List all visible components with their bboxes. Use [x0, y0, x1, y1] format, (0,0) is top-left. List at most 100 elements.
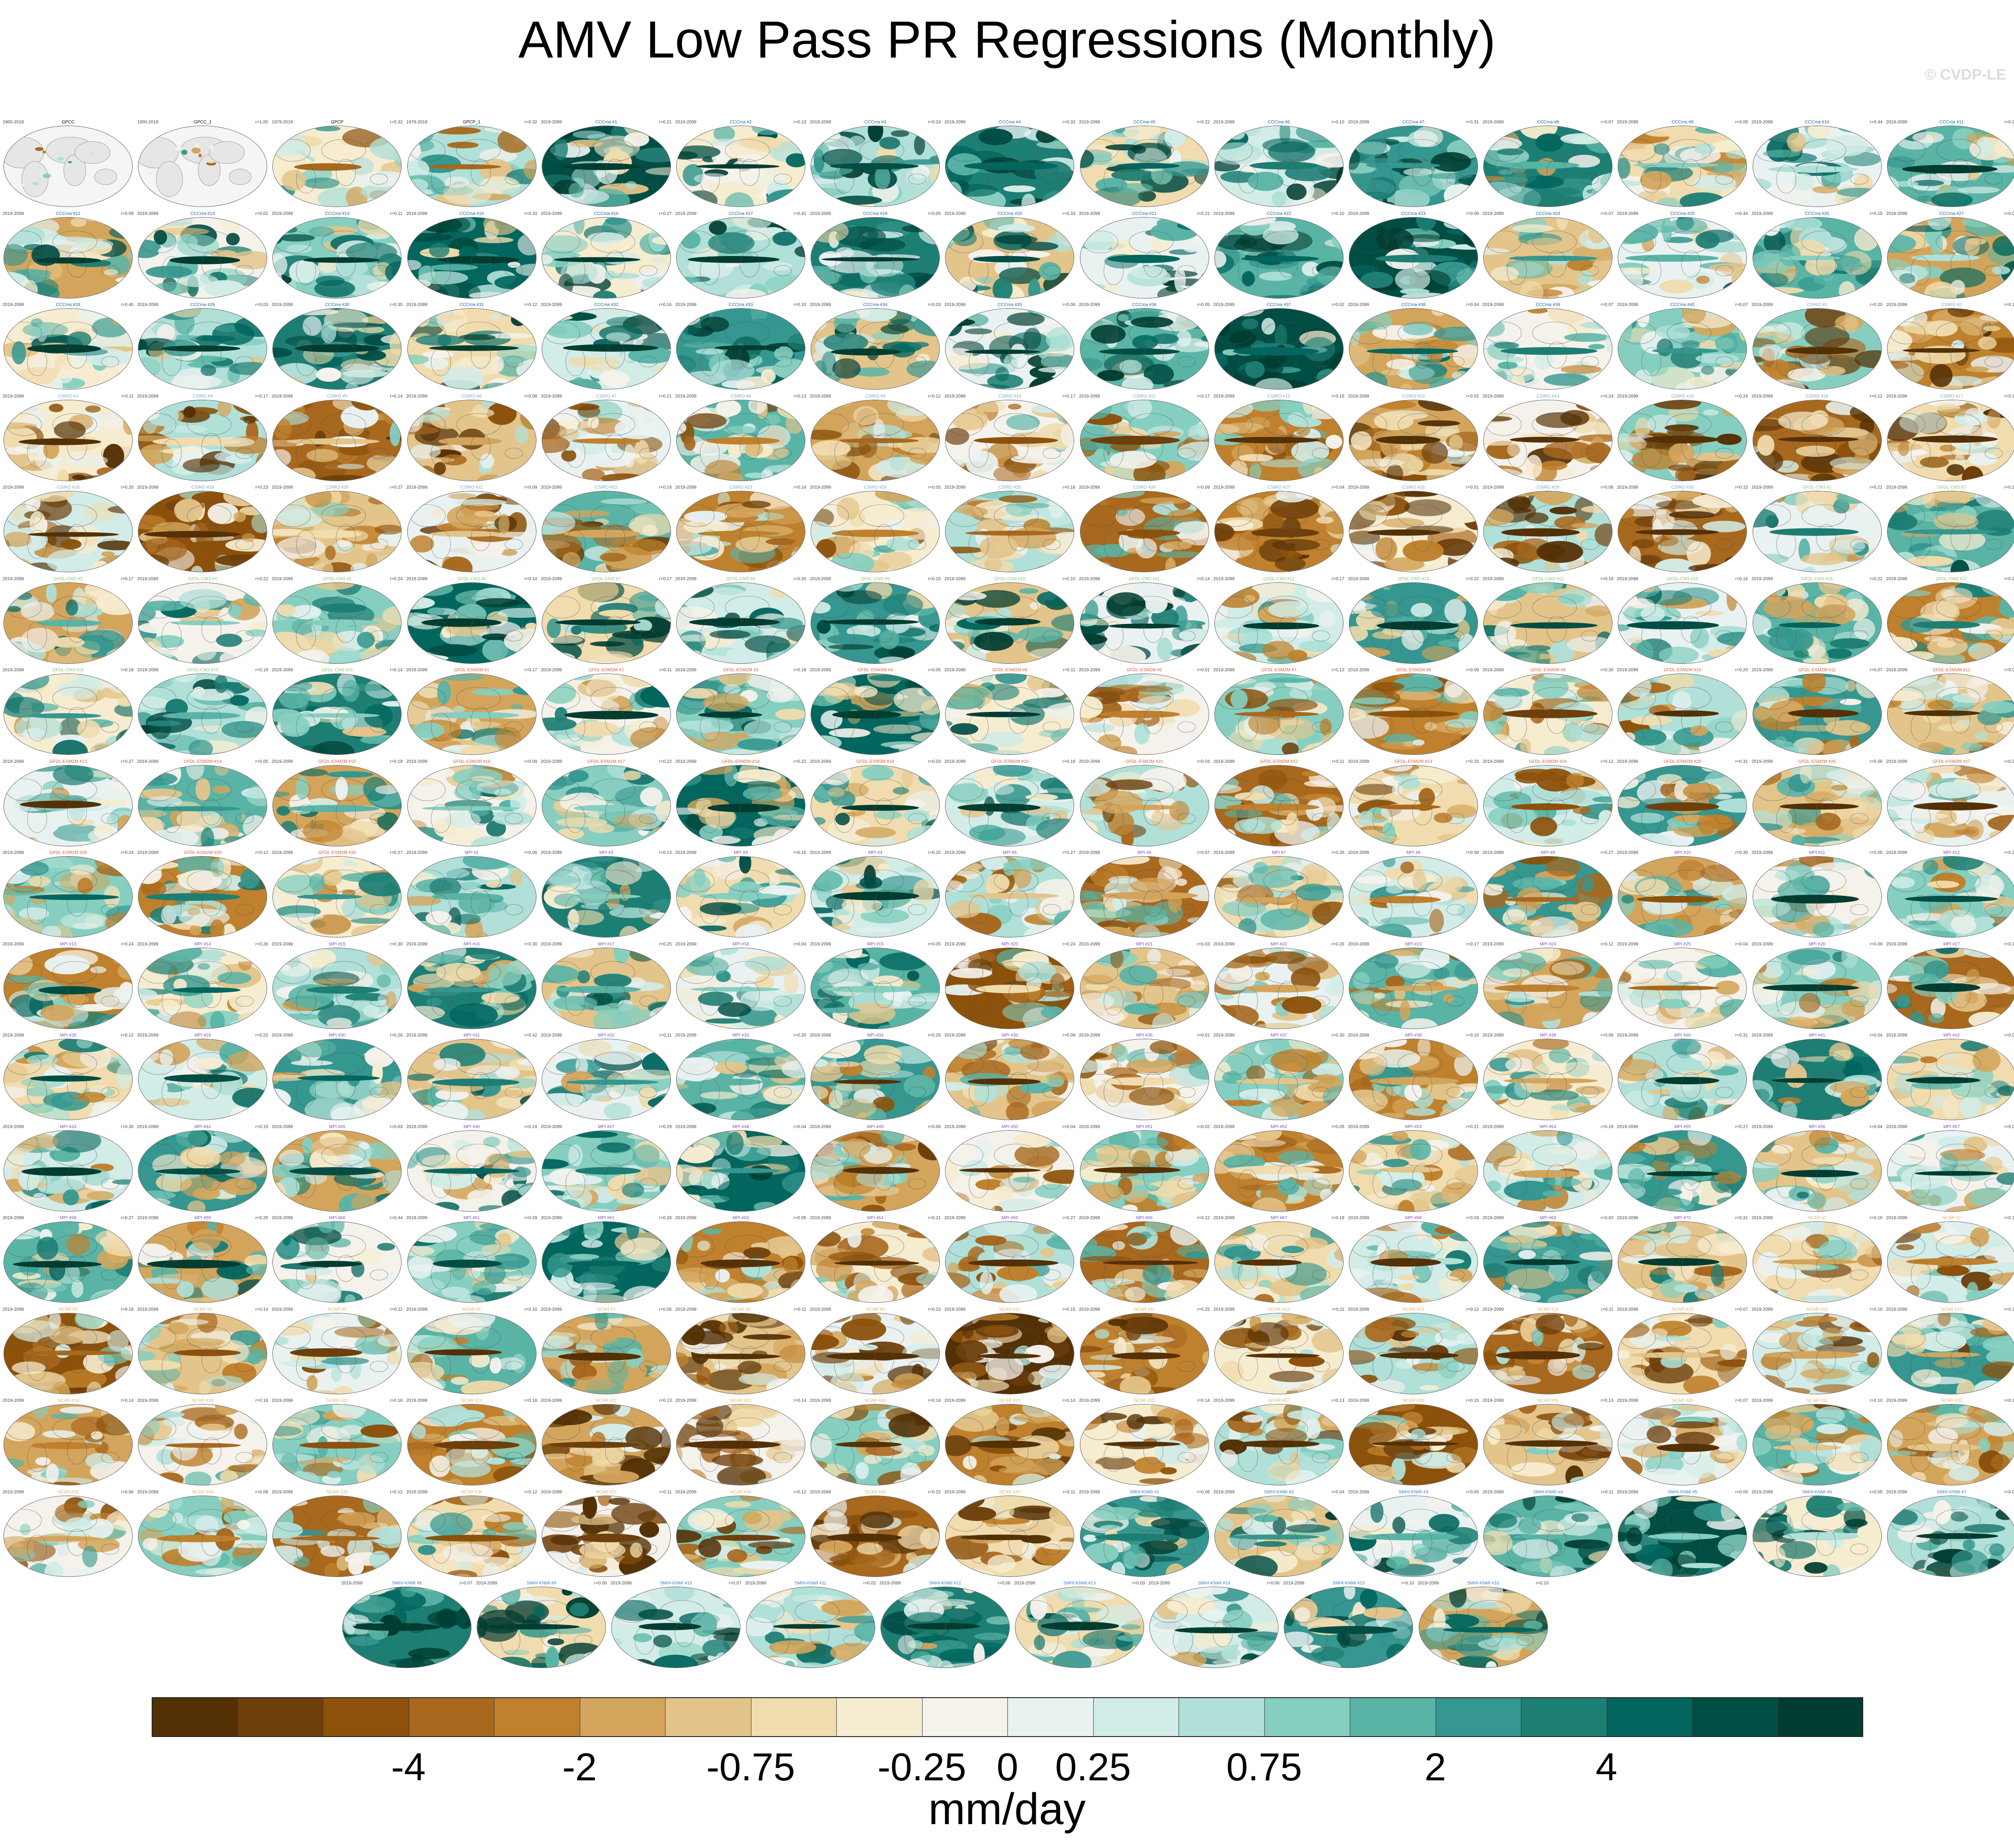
- field-patch: [1217, 658, 1237, 664]
- map-panel-field: [542, 582, 671, 664]
- map-panel-field: [407, 673, 536, 755]
- regression-field-svg: [677, 674, 805, 755]
- field-patch: [727, 648, 751, 659]
- field-patch: [1215, 309, 1245, 316]
- map-panel-field: [1214, 308, 1344, 390]
- field-patch: [1903, 651, 1934, 660]
- field-patch: [1567, 636, 1612, 653]
- map-panel-header: 2019-2099 CCCma #12 r=0.09: [2, 211, 134, 217]
- map-panel: 2019-2099 CSIRO #18 r=0.20: [2, 485, 134, 573]
- field-patch: [284, 226, 298, 233]
- map-panel-field: [542, 308, 671, 390]
- field-patch: [1082, 231, 1114, 251]
- field-patch: [1937, 640, 1956, 647]
- map-panel-header: 2019-2099 CCCma #18 r=0.05: [809, 211, 942, 217]
- field-patch: [1048, 583, 1074, 593]
- field-patch: [1758, 652, 1773, 664]
- field-patch: [283, 583, 303, 590]
- regression-field-svg: [273, 126, 402, 207]
- field-patch: [679, 218, 698, 229]
- field-patch: [572, 130, 605, 138]
- map-panel-title: CSIRO #13: [1347, 394, 1480, 400]
- field-patch: [7, 606, 21, 612]
- field-patch: [1693, 175, 1736, 191]
- field-patch: [146, 266, 192, 278]
- field-patch: [1602, 559, 1612, 572]
- equatorial-band: [1652, 348, 1719, 353]
- map-panel-title: CSIRO #23: [674, 485, 807, 491]
- field-patch: [1130, 266, 1167, 279]
- map-panel: 2019-2099 CCCma #36 r=0.05: [1078, 302, 1211, 390]
- regression-field-svg: [811, 309, 940, 390]
- map-panel-header: 2019-2099 CCCma #26 r=0.15: [1751, 211, 1884, 217]
- map-panel-correlation: r=0.06: [1466, 211, 1479, 217]
- map-panel-title: GFDL-CM3 #12: [1213, 576, 1345, 582]
- map-panel: 2019-2099 CCCma #40 r=0.07: [1616, 302, 1749, 390]
- field-patch: [437, 309, 467, 332]
- regression-field-svg: [408, 218, 536, 298]
- map-panel-header: 2019-2099 CCCma #30 r=0.35: [271, 302, 403, 308]
- map-panel-field: [1214, 491, 1344, 572]
- field-patch: [1649, 218, 1666, 226]
- map-panel-correlation: r=0.25: [2004, 576, 2014, 582]
- field-patch: [46, 584, 57, 603]
- field-patch: [1536, 541, 1583, 563]
- field-patch: [1011, 454, 1061, 463]
- equatorial-band: [973, 256, 1041, 262]
- field-patch: [497, 750, 527, 755]
- map-panel-header: 2019-2099 CCCma #13 r=0.02: [136, 211, 269, 217]
- field-patch: [1400, 288, 1430, 294]
- map-panel-field: [272, 673, 402, 755]
- field-patch: [1621, 318, 1632, 342]
- map-panel: 2019-2099 CCCma #37 r=0.02: [1213, 302, 1345, 390]
- map-panel-header: 2019-2099 GFDL-ESM2M #5 r=0.11: [943, 667, 1076, 673]
- equatorial-band: [1778, 436, 1858, 442]
- equatorial-band: [965, 350, 1041, 354]
- field-patch: [314, 279, 355, 297]
- field-patch: [953, 592, 987, 600]
- field-patch: [332, 322, 383, 328]
- equatorial-band: [153, 437, 241, 445]
- field-patch: [72, 474, 86, 480]
- equatorial-band: [830, 163, 919, 169]
- map-panel: 2019-2099 GFDL-ESM2M #4 r=0.05: [809, 667, 942, 756]
- equatorial-band: [974, 437, 1058, 444]
- field-patch: [811, 294, 842, 298]
- field-patch: [1238, 454, 1273, 461]
- map-panel-title: CCCma #9: [1616, 119, 1749, 126]
- field-patch: [1228, 127, 1245, 140]
- field-patch: [1943, 588, 1972, 603]
- map-panel-field: [1887, 582, 2014, 664]
- equatorial-band: [305, 619, 379, 626]
- equatorial-band: [430, 712, 519, 719]
- field-patch: [712, 360, 754, 382]
- field-patch: [946, 674, 955, 690]
- map-panel: 2019-2099 CCCma #2 r=0.13: [674, 119, 807, 208]
- field-patch: [1737, 674, 1747, 686]
- map-panel-header: 2019-2099 GFDL-CM3 #11 r=0.14: [1078, 576, 1211, 582]
- field-patch: [306, 449, 339, 462]
- field-patch: [766, 414, 780, 425]
- map-panel-header: 2019-2099 CCCma #17 r=0.41: [674, 211, 807, 217]
- map-panel-correlation: r=0.07: [1735, 302, 1748, 308]
- field-patch: [1272, 191, 1287, 206]
- map-panel-title: GFDL-ESM2M #8: [1347, 667, 1480, 673]
- field-patch: [366, 553, 378, 569]
- field-patch: [1216, 234, 1258, 250]
- field-patch: [1978, 337, 1996, 349]
- field-patch: [544, 635, 583, 643]
- field-patch: [1230, 690, 1248, 709]
- field-patch: [172, 425, 207, 433]
- map-panel-title: GFDL-ESM2M #3: [674, 667, 807, 673]
- field-patch: [1173, 560, 1191, 566]
- map-panel-title: CCCma #38: [1347, 302, 1480, 308]
- field-patch: [1459, 634, 1475, 658]
- map-panel: 2019-2099 CCCma #10 r=0.44: [1751, 119, 1884, 208]
- regression-field-svg: [811, 126, 940, 207]
- field-patch: [214, 675, 228, 693]
- field-patch: [22, 183, 25, 187]
- field-patch: [1689, 564, 1733, 573]
- equatorial-band: [1902, 165, 1997, 173]
- equatorial-band: [294, 163, 362, 171]
